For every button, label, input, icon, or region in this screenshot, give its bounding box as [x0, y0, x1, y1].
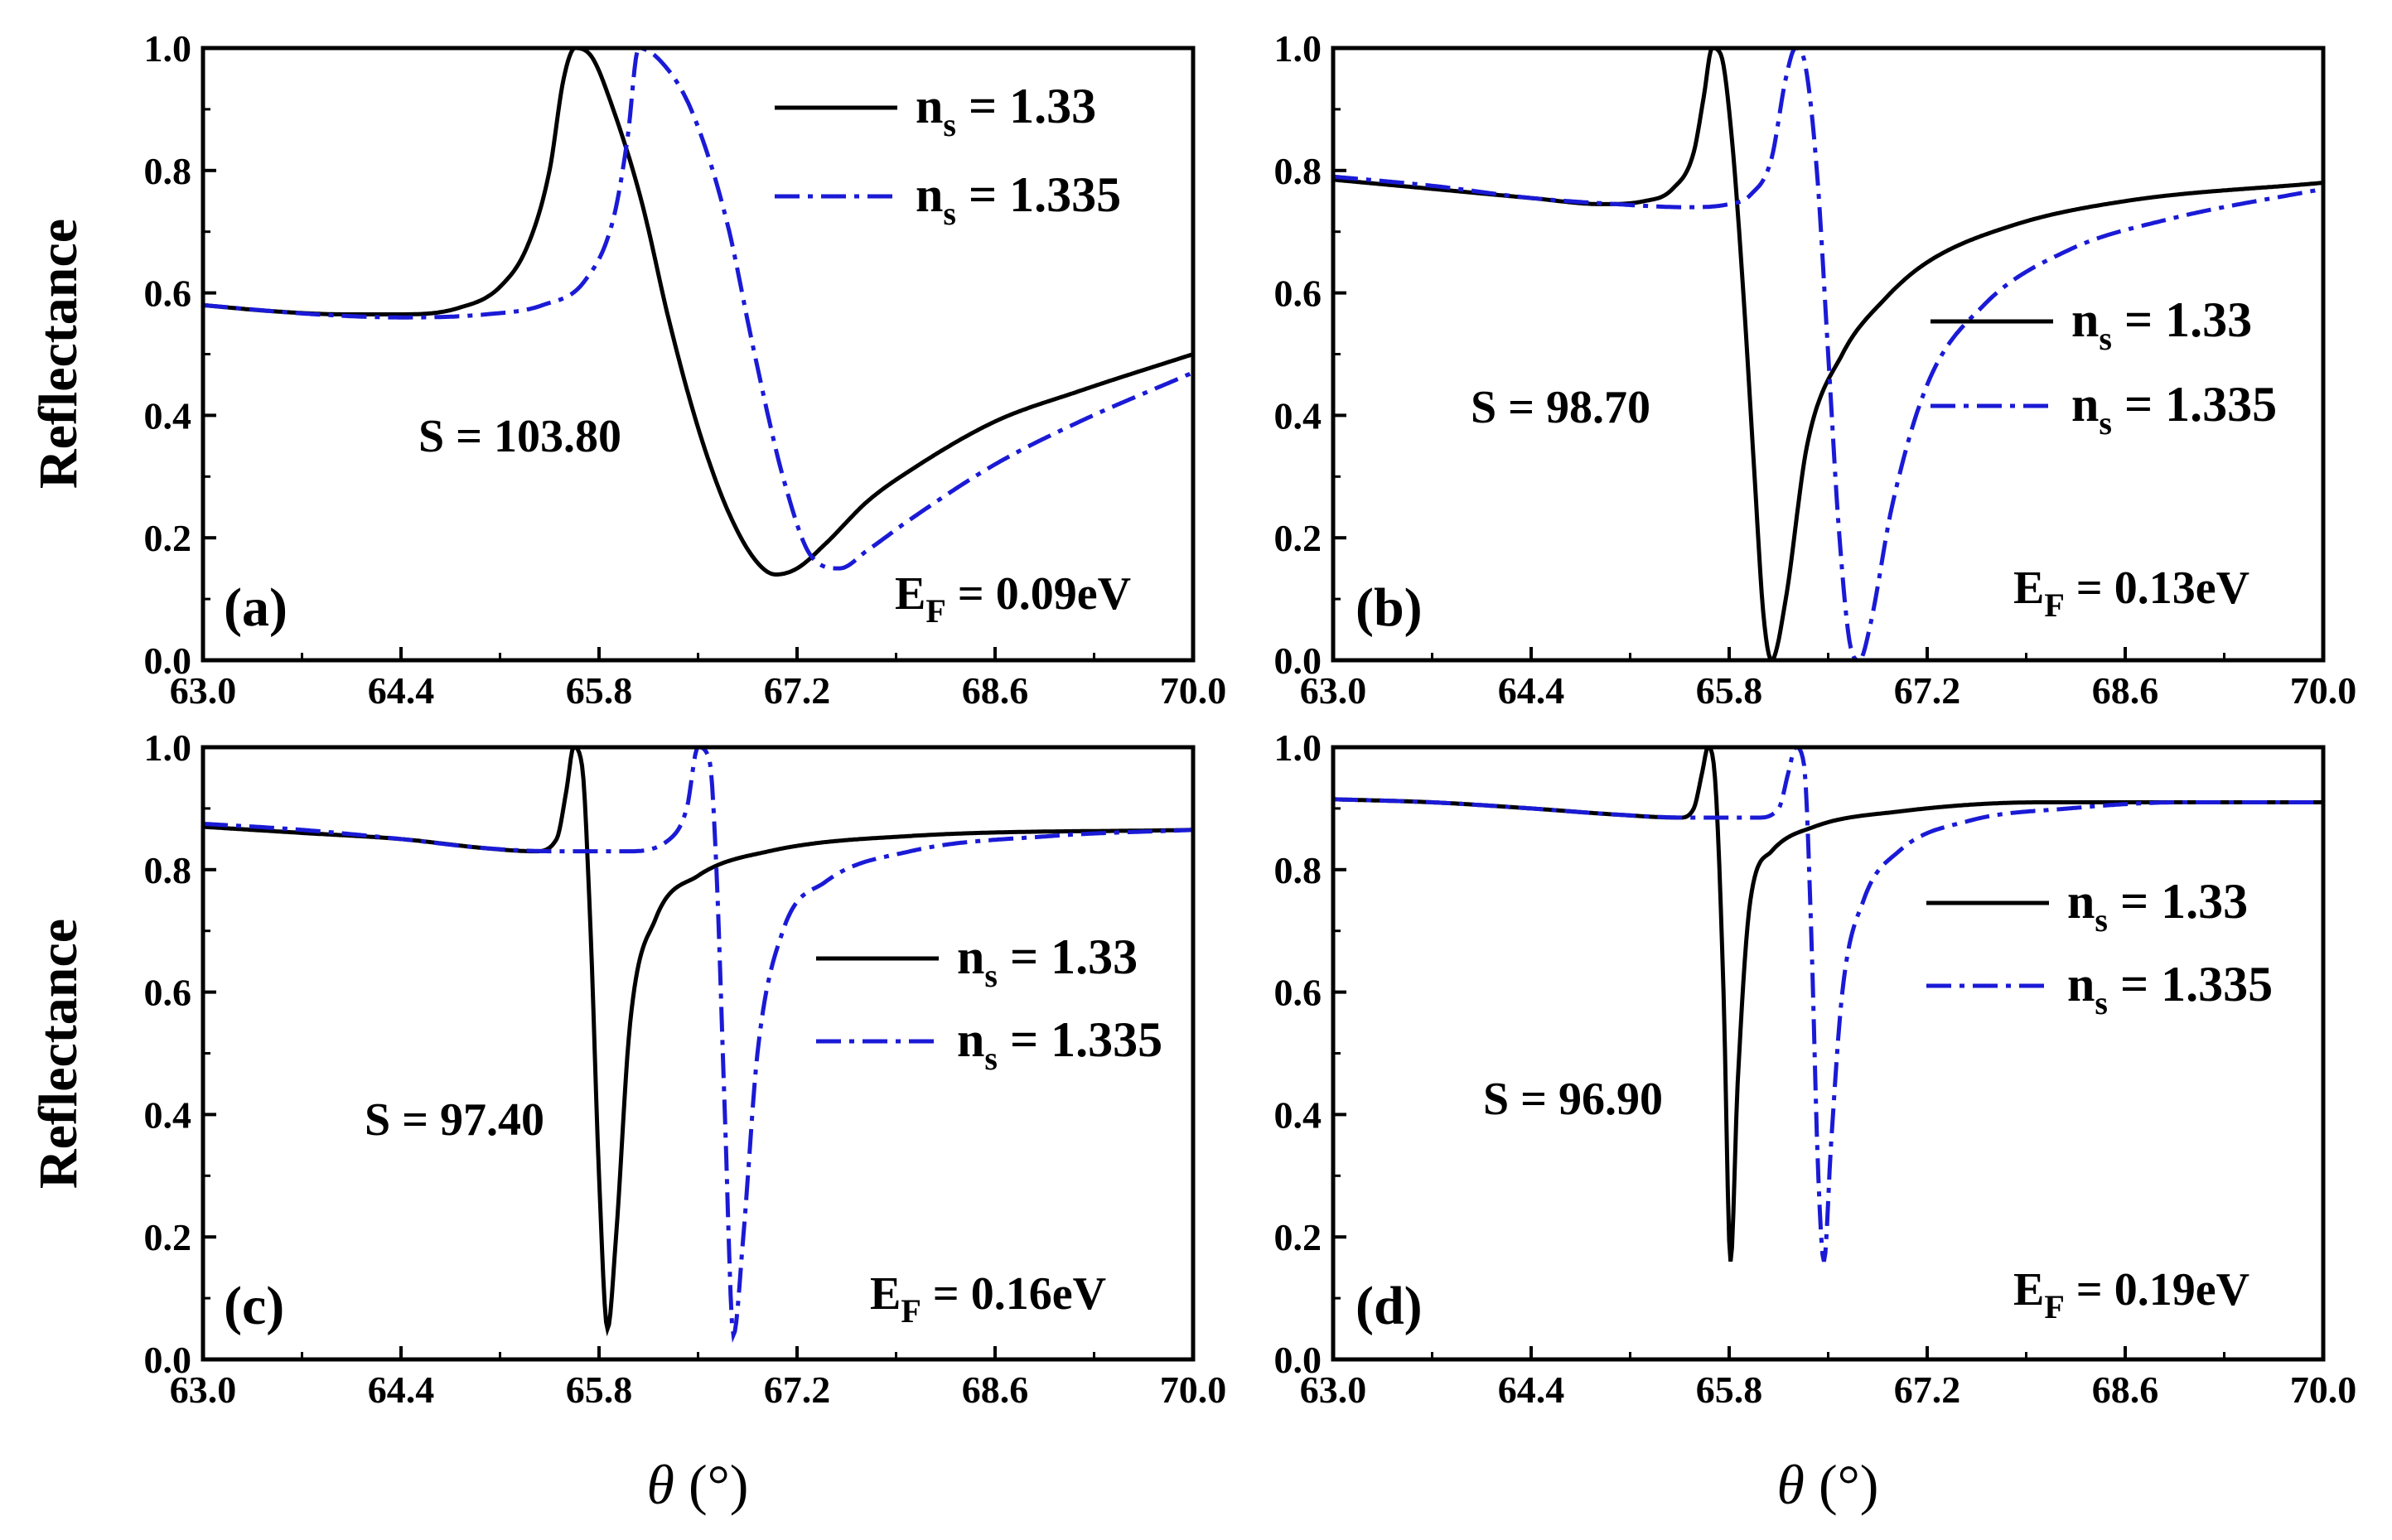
y-tick-label: 0.4 — [1274, 1093, 1322, 1136]
y-tick-label: 0.0 — [144, 640, 192, 682]
y-tick-label: 0.2 — [144, 1216, 192, 1258]
x-tick-label: 67.2 — [764, 1369, 831, 1411]
y-tick-label: 0.6 — [1274, 273, 1322, 315]
panel-c: 63.0 64.4 65.8 67.2 68.6 70.0 0.0 0.2 0.4 0.6 0.8 1… — [144, 727, 1227, 1411]
fermi-energy-annotation: EF = 0.16eV — [870, 1268, 1106, 1330]
fermi-energy-annotation: EF = 0.13eV — [2013, 562, 2249, 624]
x-tick-label: 65.8 — [566, 669, 633, 712]
legend: ns = 1.33 ns = 1.335 — [1926, 874, 2273, 1021]
legend-label-ns-1-33: ns = 1.33 — [916, 79, 1096, 143]
y-tick-label: 0.4 — [144, 394, 192, 437]
y-axis-label: Reflectance — [28, 219, 89, 489]
y-tick-label: 0.8 — [144, 150, 192, 192]
x-tick-label: 63.0 — [1300, 669, 1367, 712]
x-tick-label: 70.0 — [1160, 669, 1227, 712]
x-tick-label: 67.2 — [1894, 1369, 1961, 1411]
y-tick-label: 0.4 — [144, 1093, 192, 1136]
legend-label-ns-1-33: ns = 1.33 — [2067, 874, 2248, 939]
x-tick-label: 65.8 — [566, 1369, 633, 1411]
y-tick-label: 1.0 — [1274, 27, 1322, 70]
x-tick-label: 64.4 — [1498, 1369, 1565, 1411]
y-tick-label: 1.0 — [144, 727, 192, 769]
y-tick-label: 0.0 — [144, 1339, 192, 1381]
y-tick-label: 0.2 — [1274, 1216, 1322, 1258]
x-tick-label: 64.4 — [368, 1369, 435, 1411]
x-tick-label: 64.4 — [1498, 669, 1565, 712]
legend: ns = 1.33 ns = 1.335 — [775, 79, 1121, 232]
x-tick-label: 70.0 — [2290, 1369, 2357, 1411]
panel-label: (a) — [224, 577, 288, 638]
series-line-ns-1-33 — [203, 48, 1193, 577]
x-tick-label: 65.8 — [1696, 669, 1763, 712]
sensitivity-annotation: S = 97.40 — [365, 1094, 544, 1146]
series-line-ns-1-33 — [203, 747, 1193, 1337]
panel-d: 63.0 64.4 65.8 67.2 68.6 70.0 0.0 0.2 0.4 0.6 0.8 1… — [1274, 727, 2357, 1411]
series-line-ns-1-335 — [1333, 747, 2323, 1262]
x-tick-label: 68.6 — [2092, 1369, 2159, 1411]
legend-label-ns-1-335: ns = 1.335 — [2071, 377, 2277, 442]
y-tick-label: 0.2 — [1274, 517, 1322, 559]
y-tick-label: 1.0 — [144, 27, 192, 70]
legend: ns = 1.33 ns = 1.335 — [1931, 292, 2277, 442]
y-tick-label: 0.0 — [1274, 1339, 1322, 1381]
legend-label-ns-1-335: ns = 1.335 — [957, 1012, 1162, 1077]
x-tick-label: 68.6 — [962, 669, 1029, 712]
y-tick-label: 0.6 — [144, 273, 192, 315]
legend-label-ns-1-33: ns = 1.33 — [957, 929, 1138, 994]
y-tick-label: 0.8 — [1274, 150, 1322, 192]
panel-label: (d) — [1355, 1276, 1423, 1336]
x-tick-label: 70.0 — [1160, 1369, 1227, 1411]
y-tick-label: 0.6 — [144, 972, 192, 1014]
x-tick-label: 70.0 — [2290, 669, 2357, 712]
y-tick-label: 0.2 — [144, 517, 192, 559]
legend-label-ns-1-335: ns = 1.335 — [2067, 957, 2273, 1021]
panel-b: 63.0 64.4 65.8 67.2 68.6 70.0 0.0 0.2 0.4 0.6 0.8 1… — [1274, 27, 2357, 712]
x-tick-label: 65.8 — [1696, 1369, 1763, 1411]
y-tick-label: 0.8 — [144, 849, 192, 891]
series-line-ns-1-335 — [1333, 48, 2323, 660]
sensitivity-annotation: S = 103.80 — [418, 411, 621, 462]
panel-label: (b) — [1355, 577, 1423, 638]
legend-label-ns-1-33: ns = 1.33 — [2071, 292, 2252, 357]
x-tick-label: 63.0 — [170, 669, 237, 712]
y-tick-label: 0.4 — [1274, 394, 1322, 437]
x-tick-label: 63.0 — [170, 1369, 237, 1411]
sensitivity-annotation: S = 98.70 — [1471, 382, 1650, 433]
fermi-energy-annotation: EF = 0.19eV — [2013, 1264, 2249, 1325]
x-axis-label: θ (°) — [1777, 1453, 1879, 1516]
y-tick-label: 0.0 — [1274, 640, 1322, 682]
x-tick-label: 67.2 — [764, 669, 831, 712]
x-tick-label: 68.6 — [962, 1369, 1029, 1411]
sensitivity-annotation: S = 96.90 — [1483, 1074, 1663, 1125]
x-tick-label: 63.0 — [1300, 1369, 1367, 1411]
legend: ns = 1.33 ns = 1.335 — [816, 929, 1162, 1077]
x-tick-label: 68.6 — [2092, 669, 2159, 712]
y-tick-label: 0.8 — [1274, 849, 1322, 891]
panel-label: (c) — [224, 1276, 284, 1336]
x-axis-label: θ (°) — [647, 1453, 749, 1516]
x-tick-label: 64.4 — [368, 669, 435, 712]
fermi-energy-annotation: EF = 0.09eV — [895, 568, 1131, 630]
x-tick-label: 67.2 — [1894, 669, 1961, 712]
y-tick-label: 1.0 — [1274, 727, 1322, 769]
y-axis-label: Reflectance — [28, 919, 89, 1189]
panel-a: 63.0 64.4 65.8 67.2 68.6 70.0 0.0 0.2 0.4 0.6 0.8 1… — [144, 27, 1227, 712]
legend-label-ns-1-335: ns = 1.335 — [916, 167, 1121, 232]
y-tick-label: 0.6 — [1274, 972, 1322, 1014]
